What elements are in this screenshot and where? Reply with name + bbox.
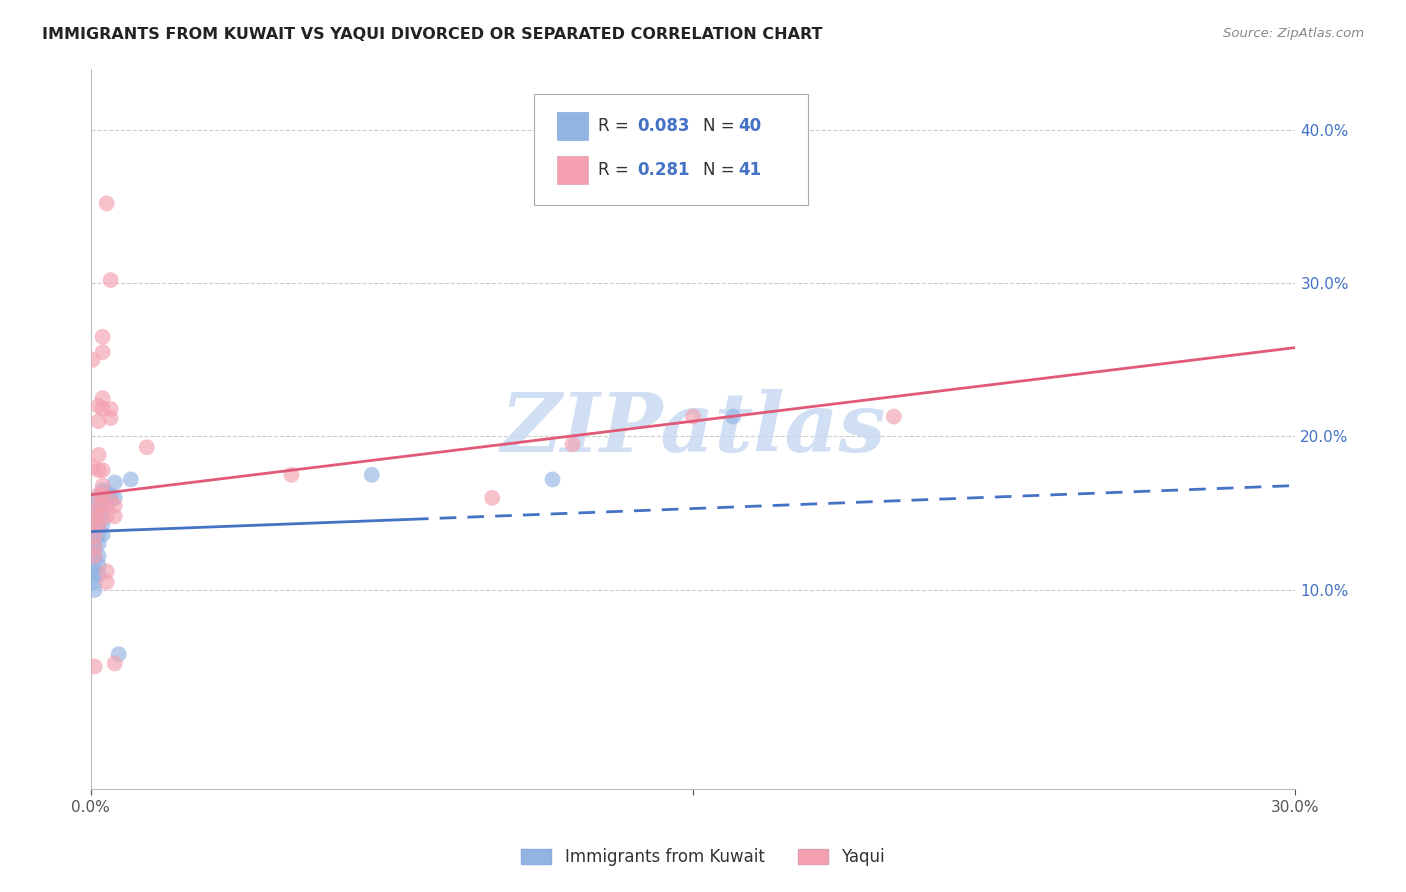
- Text: IMMIGRANTS FROM KUWAIT VS YAQUI DIVORCED OR SEPARATED CORRELATION CHART: IMMIGRANTS FROM KUWAIT VS YAQUI DIVORCED…: [42, 27, 823, 42]
- Text: ZIPatlas: ZIPatlas: [501, 389, 886, 469]
- Point: [87, 463, 110, 477]
- Point: [83, 559, 105, 574]
- Point: [82, 499, 104, 513]
- Point: [91, 506, 114, 520]
- Point: [135, 440, 157, 454]
- Point: [83, 582, 105, 597]
- Point: [107, 647, 129, 661]
- Point: [83, 540, 105, 554]
- Point: [280, 467, 302, 482]
- Point: [91, 516, 114, 531]
- Text: 41: 41: [738, 161, 761, 179]
- Point: [82, 529, 104, 543]
- Point: [87, 549, 110, 563]
- Point: [87, 509, 110, 524]
- Point: [91, 463, 114, 477]
- Point: [87, 516, 110, 531]
- Point: [83, 550, 105, 565]
- Point: [104, 657, 127, 671]
- Point: [100, 488, 122, 502]
- Point: [100, 494, 122, 508]
- Point: [96, 486, 118, 500]
- Point: [96, 565, 118, 579]
- Point: [83, 567, 105, 582]
- Point: [91, 527, 114, 541]
- Point: [87, 518, 110, 533]
- Point: [87, 499, 110, 513]
- Point: [82, 540, 104, 554]
- Point: [82, 514, 104, 528]
- Point: [83, 549, 105, 563]
- Point: [87, 399, 110, 413]
- Point: [481, 491, 503, 505]
- Point: [104, 491, 127, 505]
- Text: 0.083: 0.083: [637, 117, 689, 135]
- Point: [104, 509, 127, 524]
- Point: [360, 467, 382, 482]
- Point: [87, 537, 110, 551]
- Point: [82, 460, 104, 475]
- Text: R =: R =: [598, 161, 634, 179]
- Point: [91, 488, 114, 502]
- Point: [82, 352, 104, 367]
- Point: [83, 506, 105, 520]
- Text: 0.281: 0.281: [637, 161, 689, 179]
- Point: [83, 575, 105, 590]
- Point: [87, 509, 110, 524]
- Legend: Immigrants from Kuwait, Yaqui: Immigrants from Kuwait, Yaqui: [513, 840, 893, 875]
- Point: [87, 414, 110, 428]
- Point: [87, 558, 110, 573]
- Point: [100, 411, 122, 425]
- Point: [120, 472, 142, 486]
- Point: [83, 509, 105, 524]
- Text: 40: 40: [738, 117, 761, 135]
- Point: [83, 524, 105, 539]
- Text: N =: N =: [703, 117, 740, 135]
- Point: [100, 401, 122, 416]
- Point: [682, 409, 704, 424]
- Text: N =: N =: [703, 161, 740, 179]
- Point: [87, 448, 110, 462]
- Point: [91, 401, 114, 416]
- Point: [96, 499, 118, 513]
- Point: [91, 330, 114, 344]
- Point: [87, 491, 110, 505]
- Point: [721, 409, 744, 424]
- Point: [87, 567, 110, 582]
- Point: [91, 483, 114, 498]
- Point: [91, 499, 114, 513]
- Point: [82, 521, 104, 535]
- Point: [561, 437, 583, 451]
- Point: [100, 273, 122, 287]
- Point: [82, 506, 104, 520]
- Point: [96, 196, 118, 211]
- Point: [541, 472, 564, 486]
- Point: [883, 409, 905, 424]
- Point: [96, 575, 118, 590]
- Text: Source: ZipAtlas.com: Source: ZipAtlas.com: [1223, 27, 1364, 40]
- Point: [83, 529, 105, 543]
- Point: [96, 509, 118, 524]
- Point: [91, 478, 114, 492]
- Point: [91, 391, 114, 405]
- Point: [104, 475, 127, 490]
- Point: [83, 518, 105, 533]
- Point: [91, 345, 114, 359]
- Point: [83, 516, 105, 531]
- Point: [83, 540, 105, 554]
- Text: R =: R =: [598, 117, 634, 135]
- Point: [87, 527, 110, 541]
- Point: [83, 659, 105, 673]
- Point: [83, 533, 105, 547]
- Point: [87, 488, 110, 502]
- Point: [91, 494, 114, 508]
- Point: [104, 499, 127, 513]
- Point: [87, 501, 110, 516]
